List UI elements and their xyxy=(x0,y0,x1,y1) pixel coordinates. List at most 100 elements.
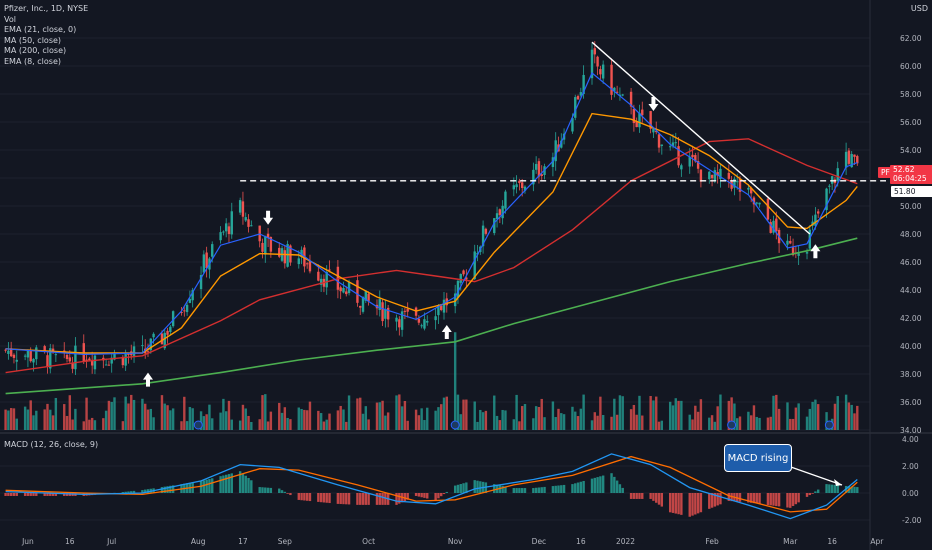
volume-bar xyxy=(772,395,775,430)
macd-histogram-bar xyxy=(146,489,150,493)
macd-histogram-bar xyxy=(26,493,30,496)
candle-body xyxy=(188,298,192,303)
volume-bar xyxy=(716,406,719,430)
macd-histogram-bar xyxy=(384,493,387,505)
macd-histogram-bar xyxy=(51,493,55,496)
macd-histogram-bar xyxy=(562,484,566,493)
macd-tick-label: 0.00 xyxy=(902,489,919,498)
candle-body xyxy=(769,222,772,233)
candle-body xyxy=(696,160,700,169)
macd-histogram-bar xyxy=(65,493,69,496)
candle-body xyxy=(613,87,616,92)
legend-volume: Vol xyxy=(4,14,16,24)
macd-histogram-bar xyxy=(205,479,208,493)
candle-body xyxy=(660,144,664,146)
macd-histogram-bar xyxy=(554,485,557,493)
volume-bar xyxy=(104,410,108,430)
macd-histogram-bar xyxy=(836,485,839,493)
volume-bar xyxy=(205,414,208,430)
macd-histogram-bar xyxy=(130,491,133,493)
ema8-line xyxy=(5,72,858,356)
volume-bar xyxy=(278,402,281,430)
macd-histogram-bar xyxy=(381,493,384,505)
volume-bar xyxy=(791,418,795,430)
volume-bar xyxy=(543,417,546,430)
time-tick-label: Oct xyxy=(362,537,375,546)
macd-histogram-bar xyxy=(476,480,479,493)
macd-histogram-bar xyxy=(325,493,328,503)
macd-histogram-bar xyxy=(501,485,504,493)
macd-histogram-bar xyxy=(649,493,652,499)
macd-histogram-bar xyxy=(442,493,446,495)
macd-histogram-bar xyxy=(493,484,496,493)
volume-bar xyxy=(655,396,658,430)
volume-bar xyxy=(694,405,697,430)
volume-bar xyxy=(635,414,638,430)
macd-histogram-bar xyxy=(241,473,245,493)
volume-bar xyxy=(141,398,144,430)
macd-histogram-bar xyxy=(713,493,717,507)
volume-bar xyxy=(188,406,192,430)
candle-body xyxy=(836,168,839,181)
macd-histogram-bar xyxy=(523,488,527,493)
volume-bar xyxy=(582,394,585,430)
price-tick-label: 34.00 xyxy=(900,426,922,435)
macd-histogram-bar xyxy=(280,490,284,493)
macd-histogram-bar xyxy=(830,484,834,493)
candle-body xyxy=(791,247,795,256)
macd-histogram-bar xyxy=(710,493,714,508)
candle-body xyxy=(493,218,496,234)
macd-histogram-bar xyxy=(171,485,175,493)
volume-bar xyxy=(359,397,362,430)
macd-histogram-bar xyxy=(121,492,125,493)
volume-bar xyxy=(224,411,228,430)
candle-body xyxy=(283,250,287,264)
volume-bar xyxy=(43,409,46,430)
candle-body xyxy=(244,217,247,221)
volume-bar xyxy=(481,412,485,430)
chart-legend: Pfizer, Inc., 1D, NYSE Vol EMA (21, clos… xyxy=(4,4,88,67)
candle-body xyxy=(222,231,225,233)
candle-body xyxy=(465,277,468,280)
macd-histogram-bar xyxy=(833,484,837,493)
macd-histogram-bar xyxy=(378,493,381,505)
candle-body xyxy=(305,263,309,265)
volume-bar xyxy=(283,407,287,430)
candle-body xyxy=(417,318,421,323)
candle-body xyxy=(211,244,214,257)
candle-body xyxy=(688,156,691,167)
ema21-line xyxy=(5,112,858,354)
candle-body xyxy=(384,309,387,319)
candle-body xyxy=(738,178,742,192)
macd-histogram-bar xyxy=(599,476,602,493)
volume-bar xyxy=(613,398,616,430)
volume-bar xyxy=(777,408,781,430)
volume-bar xyxy=(325,419,328,430)
volume-bar xyxy=(208,404,211,430)
volume-bar xyxy=(199,411,203,430)
candle-body xyxy=(367,293,370,301)
support-level-tag: 51.80 xyxy=(891,186,932,197)
macd-histogram-bar xyxy=(618,484,622,493)
candle-body xyxy=(261,242,264,252)
candle-body xyxy=(635,120,638,128)
macd-histogram-bar xyxy=(708,493,711,509)
volume-bar xyxy=(479,409,482,430)
time-tick-label: 16 xyxy=(65,537,75,546)
volume-bar xyxy=(738,416,742,430)
volume-bar xyxy=(211,418,214,430)
volume-bar xyxy=(308,401,312,430)
volume-bar xyxy=(110,401,113,430)
volume-bar xyxy=(456,394,460,430)
candlesticks xyxy=(4,41,859,375)
volume-bar xyxy=(23,406,27,430)
volume-bar xyxy=(540,398,543,430)
macd-histogram-bar xyxy=(758,493,761,504)
price-tick-label: 36.00 xyxy=(900,398,922,407)
volume-bar xyxy=(113,397,116,430)
volume-bar xyxy=(805,416,809,430)
volume-bar xyxy=(149,408,152,430)
candle-body xyxy=(540,174,543,176)
earnings-marker xyxy=(824,420,834,430)
